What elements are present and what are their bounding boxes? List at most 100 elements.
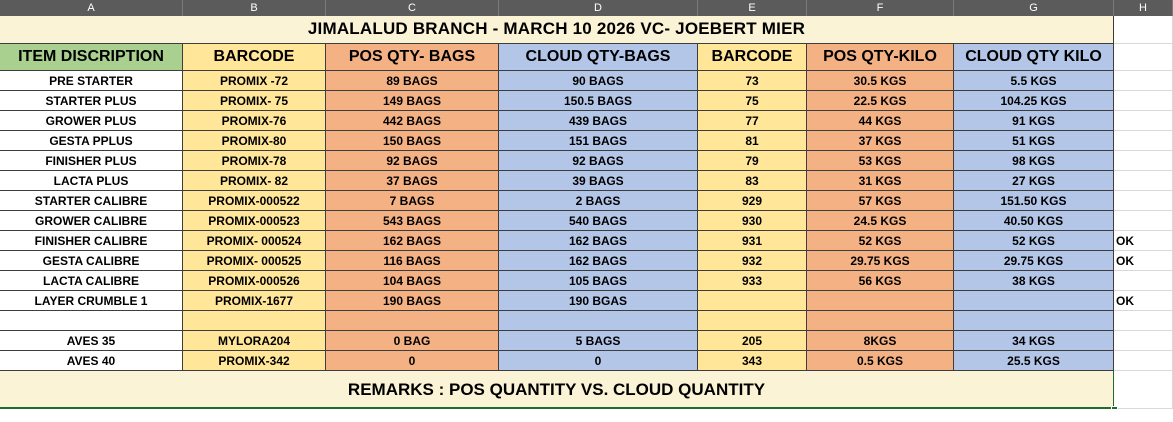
pos-kilo-cell[interactable]: 53 KGS bbox=[807, 151, 954, 171]
barcode-cell[interactable]: PROMIX-1677 bbox=[183, 291, 326, 311]
cloud-bags-cell[interactable]: 151 BAGS bbox=[499, 131, 698, 151]
cloud-bags-cell[interactable]: 0 bbox=[499, 351, 698, 371]
cloud-kilo-cell[interactable]: 151.50 KGS bbox=[954, 191, 1114, 211]
barcode-cell[interactable]: PROMIX-78 bbox=[183, 151, 326, 171]
pos-bags-cell[interactable]: 149 BAGS bbox=[326, 91, 499, 111]
column-header-h[interactable]: H bbox=[1114, 0, 1173, 16]
pos-kilo-cell[interactable]: 0.5 KGS bbox=[807, 351, 954, 371]
pos-bags-cell[interactable]: 162 BAGS bbox=[326, 231, 499, 251]
note-cell[interactable] bbox=[1114, 171, 1173, 191]
column-header-f[interactable]: F bbox=[807, 0, 954, 16]
cloud-bags-cell[interactable]: 105 BAGS bbox=[499, 271, 698, 291]
column-header-g[interactable]: G bbox=[954, 0, 1114, 16]
note-cell[interactable] bbox=[1114, 151, 1173, 171]
barcode-cell[interactable]: PROMIX-76 bbox=[183, 111, 326, 131]
empty-cell[interactable] bbox=[1114, 44, 1173, 71]
cloud-kilo-cell[interactable]: 5.5 KGS bbox=[954, 71, 1114, 91]
cloud-kilo-cell[interactable]: 38 KGS bbox=[954, 271, 1114, 291]
item-cell[interactable]: GESTA PPLUS bbox=[0, 131, 183, 151]
column-header-e[interactable]: E bbox=[698, 0, 807, 16]
barcode-cell[interactable]: PROMIX-342 bbox=[183, 351, 326, 371]
cloud-bags-cell[interactable]: 39 BAGS bbox=[499, 171, 698, 191]
empty-cell[interactable] bbox=[1114, 16, 1173, 44]
pos-kilo-cell[interactable]: 8KGS bbox=[807, 331, 954, 351]
item-cell[interactable]: FINISHER PLUS bbox=[0, 151, 183, 171]
barcode2-cell[interactable]: 79 bbox=[698, 151, 807, 171]
cloud-bags-cell[interactable] bbox=[499, 311, 698, 331]
cloud-kilo-cell[interactable]: 29.75 KGS bbox=[954, 251, 1114, 271]
note-cell[interactable]: OK bbox=[1114, 291, 1173, 311]
item-cell[interactable] bbox=[0, 311, 183, 331]
item-cell[interactable]: GROWER PLUS bbox=[0, 111, 183, 131]
barcode-cell[interactable]: PROMIX-80 bbox=[183, 131, 326, 151]
item-cell[interactable]: STARTER CALIBRE bbox=[0, 191, 183, 211]
note-cell[interactable] bbox=[1114, 331, 1173, 351]
cloud-kilo-cell[interactable] bbox=[954, 311, 1114, 331]
pos-kilo-cell[interactable]: 44 KGS bbox=[807, 111, 954, 131]
header-barcode-2[interactable]: BARCODE bbox=[698, 44, 807, 71]
item-cell[interactable]: FINISHER CALIBRE bbox=[0, 231, 183, 251]
pos-bags-cell[interactable] bbox=[326, 311, 499, 331]
cloud-kilo-cell[interactable]: 52 KGS bbox=[954, 231, 1114, 251]
item-cell[interactable]: LACTA PLUS bbox=[0, 171, 183, 191]
header-cloud-qty-bags[interactable]: CLOUD QTY-BAGS bbox=[499, 44, 698, 71]
barcode-cell[interactable]: MYLORA204 bbox=[183, 331, 326, 351]
cloud-kilo-cell[interactable]: 91 KGS bbox=[954, 111, 1114, 131]
cloud-bags-cell[interactable]: 162 BAGS bbox=[499, 251, 698, 271]
cloud-bags-cell[interactable]: 5 BAGS bbox=[499, 331, 698, 351]
cloud-kilo-cell[interactable]: 34 KGS bbox=[954, 331, 1114, 351]
barcode2-cell[interactable]: 77 bbox=[698, 111, 807, 131]
pos-kilo-cell[interactable]: 31 KGS bbox=[807, 171, 954, 191]
pos-kilo-cell[interactable]: 24.5 KGS bbox=[807, 211, 954, 231]
pos-kilo-cell[interactable]: 57 KGS bbox=[807, 191, 954, 211]
barcode-cell[interactable]: PROMIX- 000524 bbox=[183, 231, 326, 251]
barcode2-cell[interactable]: 343 bbox=[698, 351, 807, 371]
item-cell[interactable]: STARTER PLUS bbox=[0, 91, 183, 111]
cloud-bags-cell[interactable]: 439 BAGS bbox=[499, 111, 698, 131]
barcode2-cell[interactable]: 933 bbox=[698, 271, 807, 291]
barcode2-cell[interactable]: 929 bbox=[698, 191, 807, 211]
note-cell[interactable] bbox=[1114, 311, 1173, 331]
pos-kilo-cell[interactable]: 22.5 KGS bbox=[807, 91, 954, 111]
column-header-b[interactable]: B bbox=[183, 0, 326, 16]
note-cell[interactable] bbox=[1114, 351, 1173, 371]
pos-bags-cell[interactable]: 543 BAGS bbox=[326, 211, 499, 231]
note-cell[interactable] bbox=[1114, 211, 1173, 231]
item-cell[interactable]: PRE STARTER bbox=[0, 71, 183, 91]
barcode-cell[interactable]: PROMIX- 75 bbox=[183, 91, 326, 111]
pos-kilo-cell[interactable]: 37 KGS bbox=[807, 131, 954, 151]
header-item-description[interactable]: ITEM DISCRIPTION bbox=[0, 44, 183, 71]
barcode-cell[interactable] bbox=[183, 311, 326, 331]
barcode2-cell[interactable]: 930 bbox=[698, 211, 807, 231]
barcode2-cell[interactable] bbox=[698, 291, 807, 311]
empty-cell[interactable] bbox=[1114, 371, 1173, 409]
item-cell[interactable]: LAYER CRUMBLE 1 bbox=[0, 291, 183, 311]
pos-bags-cell[interactable]: 0 BAG bbox=[326, 331, 499, 351]
pos-bags-cell[interactable]: 190 BAGS bbox=[326, 291, 499, 311]
note-cell[interactable] bbox=[1114, 131, 1173, 151]
cloud-bags-cell[interactable]: 150.5 BAGS bbox=[499, 91, 698, 111]
barcode2-cell[interactable]: 81 bbox=[698, 131, 807, 151]
barcode-cell[interactable]: PROMIX-000526 bbox=[183, 271, 326, 291]
note-cell[interactable] bbox=[1114, 91, 1173, 111]
header-cloud-qty-kilo[interactable]: CLOUD QTY KILO bbox=[954, 44, 1114, 71]
pos-bags-cell[interactable]: 37 BAGS bbox=[326, 171, 499, 191]
pos-kilo-cell[interactable] bbox=[807, 311, 954, 331]
pos-kilo-cell[interactable]: 52 KGS bbox=[807, 231, 954, 251]
barcode2-cell[interactable]: 932 bbox=[698, 251, 807, 271]
cloud-bags-cell[interactable]: 190 BGAS bbox=[499, 291, 698, 311]
cloud-bags-cell[interactable]: 162 BAGS bbox=[499, 231, 698, 251]
note-cell[interactable]: OK bbox=[1114, 231, 1173, 251]
pos-bags-cell[interactable]: 92 BAGS bbox=[326, 151, 499, 171]
item-cell[interactable]: GROWER CALIBRE bbox=[0, 211, 183, 231]
cloud-kilo-cell[interactable]: 98 KGS bbox=[954, 151, 1114, 171]
barcode-cell[interactable]: PROMIX-000522 bbox=[183, 191, 326, 211]
cloud-bags-cell[interactable]: 90 BAGS bbox=[499, 71, 698, 91]
remarks-banner[interactable]: REMARKS : POS QUANTITY VS. CLOUD QUANTIT… bbox=[0, 371, 1114, 409]
pos-kilo-cell[interactable] bbox=[807, 291, 954, 311]
barcode2-cell[interactable]: 205 bbox=[698, 331, 807, 351]
item-cell[interactable]: AVES 40 bbox=[0, 351, 183, 371]
item-cell[interactable]: AVES 35 bbox=[0, 331, 183, 351]
cloud-kilo-cell[interactable]: 104.25 KGS bbox=[954, 91, 1114, 111]
pos-bags-cell[interactable]: 442 BAGS bbox=[326, 111, 499, 131]
